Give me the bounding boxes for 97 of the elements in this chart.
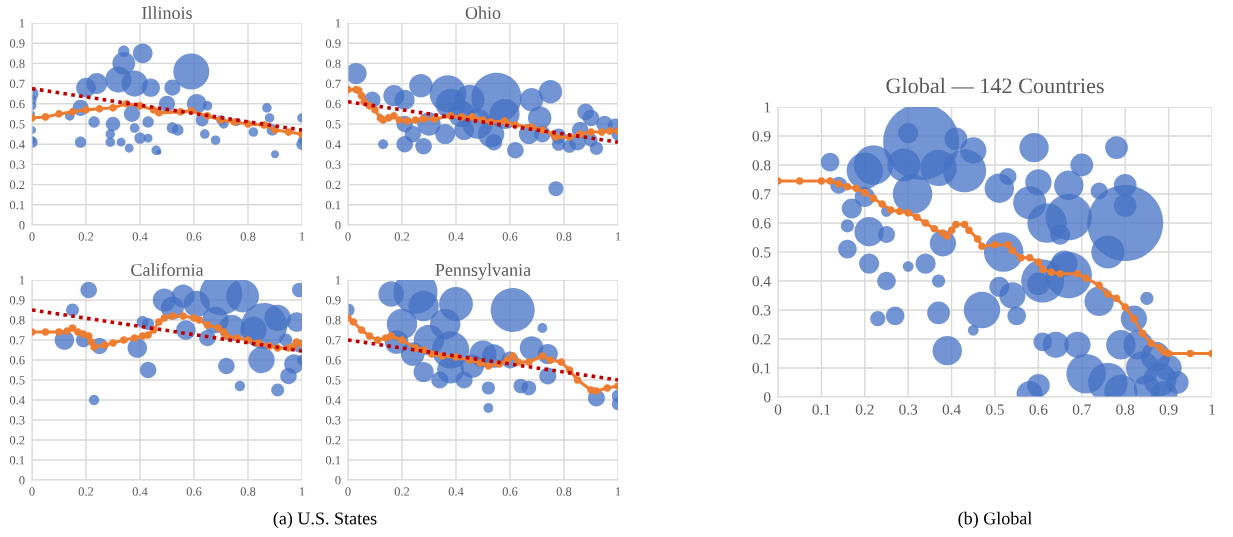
- y-tick-label: 0.5: [752, 247, 771, 258]
- y-tick-label: 0.9: [325, 39, 341, 48]
- y-tick-label: 1: [19, 19, 25, 28]
- y-tick-label: 0.5: [9, 376, 25, 385]
- chart-title: Pennsylvania: [435, 263, 531, 280]
- y-tick-label: 0.3: [325, 160, 341, 169]
- y-tick-label: 0.1: [9, 456, 25, 465]
- x-tick-label: 1: [615, 487, 621, 496]
- y-tick-label: 0.8: [9, 59, 25, 68]
- x-tick-label: 0.6: [502, 487, 518, 496]
- y-tick-label: 0.8: [325, 316, 341, 325]
- x-tick-label: 0.6: [186, 487, 202, 496]
- x-tick-label: 0.2: [78, 232, 94, 241]
- x-tick-label: 0.8: [240, 232, 256, 241]
- y-tick-label: 0: [19, 476, 25, 485]
- x-tick-label: 0: [345, 487, 351, 496]
- y-tick-label: 0.6: [9, 356, 25, 365]
- x-tick-label: 0.2: [78, 487, 94, 496]
- x-tick-label: 0.2: [394, 487, 410, 496]
- y-tick-label: 0: [335, 476, 341, 485]
- y-tick-label: 0.3: [325, 416, 341, 425]
- x-tick-label: 0.2: [394, 232, 410, 241]
- x-tick-label: 0.4: [942, 404, 961, 415]
- y-tick-label: 0.6: [9, 99, 25, 109]
- y-tick-label: 0.7: [325, 336, 341, 345]
- chart-title: Ohio: [465, 6, 501, 20]
- y-tick-label: 1: [335, 276, 341, 285]
- y-tick-label: 0.3: [9, 160, 25, 169]
- y-tick-label: 1: [764, 102, 771, 113]
- y-tick-label: 0.5: [325, 120, 341, 129]
- y-tick-label: 0.6: [752, 218, 771, 229]
- text: (a) U.S. States: [273, 511, 377, 529]
- x-tick-label: 0.6: [502, 232, 518, 241]
- x-tick-label: 0.6: [186, 232, 202, 241]
- y-tick-label: 0: [764, 392, 771, 403]
- y-tick-label: 1: [19, 276, 25, 285]
- y-tick-label: 0.6: [325, 99, 341, 109]
- chart-title: Global — 142 Countries: [886, 77, 1104, 94]
- x-tick-label: 0.8: [1116, 404, 1135, 415]
- chart-title: Illinois: [142, 6, 192, 20]
- y-tick-label: 0.2: [325, 436, 341, 445]
- x-tick-label: 0.1: [812, 404, 831, 415]
- y-tick-label: 0.8: [325, 59, 341, 68]
- x-tick-label: 0: [774, 404, 782, 415]
- x-tick-label: 1: [615, 232, 621, 241]
- y-tick-label: 0.5: [325, 376, 341, 385]
- y-tick-label: 0.7: [325, 79, 341, 89]
- x-tick-label: 1: [1209, 404, 1215, 415]
- y-tick-label: 0.2: [325, 180, 341, 190]
- y-tick-label: 0.4: [325, 396, 341, 405]
- y-tick-label: 0.7: [9, 79, 25, 89]
- x-tick-label: 0.2: [855, 404, 874, 415]
- y-tick-label: 0.1: [325, 456, 341, 465]
- x-tick-label: 0: [345, 232, 351, 241]
- y-tick-label: 0.4: [9, 396, 25, 405]
- y-tick-label: 0.4: [9, 140, 25, 149]
- y-tick-label: 0.9: [9, 296, 25, 305]
- y-tick-label: 0.2: [752, 334, 771, 345]
- y-tick-label: 0.3: [9, 416, 25, 425]
- y-tick-label: 0.2: [9, 436, 25, 445]
- x-tick-label: 0.7: [1072, 404, 1091, 415]
- x-tick-label: 0.4: [448, 487, 464, 496]
- x-tick-label: 0.5: [986, 404, 1004, 415]
- y-tick-label: 0.3: [752, 305, 771, 316]
- x-tick-label: 0.9: [1159, 404, 1178, 415]
- x-tick-label: 0.3: [899, 404, 918, 415]
- y-tick-label: 0.1: [752, 363, 771, 374]
- y-tick-label: 0: [335, 221, 341, 230]
- y-tick-label: 0.8: [752, 160, 771, 171]
- x-tick-label: 1: [299, 232, 305, 241]
- y-tick-label: 0.6: [325, 356, 341, 365]
- x-tick-label: 0.4: [132, 232, 148, 241]
- text: (b) Global: [958, 511, 1032, 529]
- y-tick-label: 0.4: [752, 276, 771, 287]
- x-tick-label: 0: [29, 487, 35, 496]
- y-tick-label: 0.7: [9, 336, 25, 345]
- y-tick-label: 0.2: [9, 180, 25, 190]
- x-tick-label: 0.8: [556, 487, 572, 496]
- y-tick-label: 0.9: [9, 39, 25, 48]
- x-tick-label: 0.4: [132, 487, 148, 496]
- x-tick-label: 0.8: [240, 487, 256, 496]
- y-tick-label: 0: [19, 221, 25, 230]
- x-tick-label: 0.8: [556, 232, 572, 241]
- y-tick-label: 0.5: [9, 120, 25, 129]
- y-tick-label: 0.4: [325, 140, 341, 149]
- x-tick-label: 0: [29, 232, 35, 241]
- chart-title: California: [131, 263, 204, 277]
- x-tick-label: 1: [299, 487, 305, 496]
- x-tick-label: 0.6: [1029, 404, 1048, 415]
- y-tick-label: 0.7: [752, 189, 771, 200]
- y-tick-label: 0.8: [9, 316, 25, 325]
- y-tick-label: 0.1: [9, 200, 25, 210]
- y-tick-label: 0.1: [325, 200, 341, 210]
- y-tick-label: 1: [335, 19, 341, 28]
- x-tick-label: 0.4: [448, 232, 464, 241]
- y-tick-label: 0.9: [325, 296, 341, 305]
- y-tick-label: 0.9: [752, 131, 771, 142]
